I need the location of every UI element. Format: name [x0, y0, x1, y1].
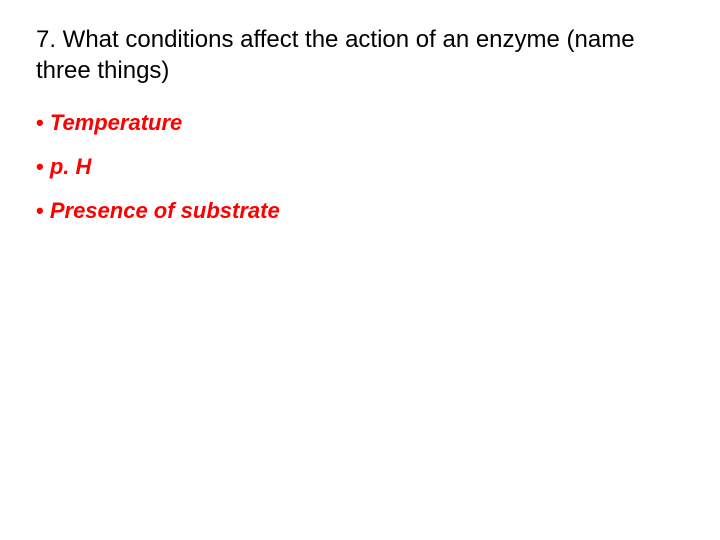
answer-label: Presence of substrate [50, 198, 280, 223]
answer-item: • p. H [36, 154, 684, 180]
answer-label: Temperature [50, 110, 182, 135]
answer-list: • Temperature • p. H • Presence of subst… [36, 110, 684, 224]
answer-item: • Temperature [36, 110, 684, 136]
bullet: • [36, 154, 44, 179]
bullet: • [36, 110, 44, 135]
answer-label: p. H [50, 154, 92, 179]
answer-item: • Presence of substrate [36, 198, 684, 224]
question-text: 7. What conditions affect the action of … [36, 24, 684, 86]
bullet: • [36, 198, 44, 223]
